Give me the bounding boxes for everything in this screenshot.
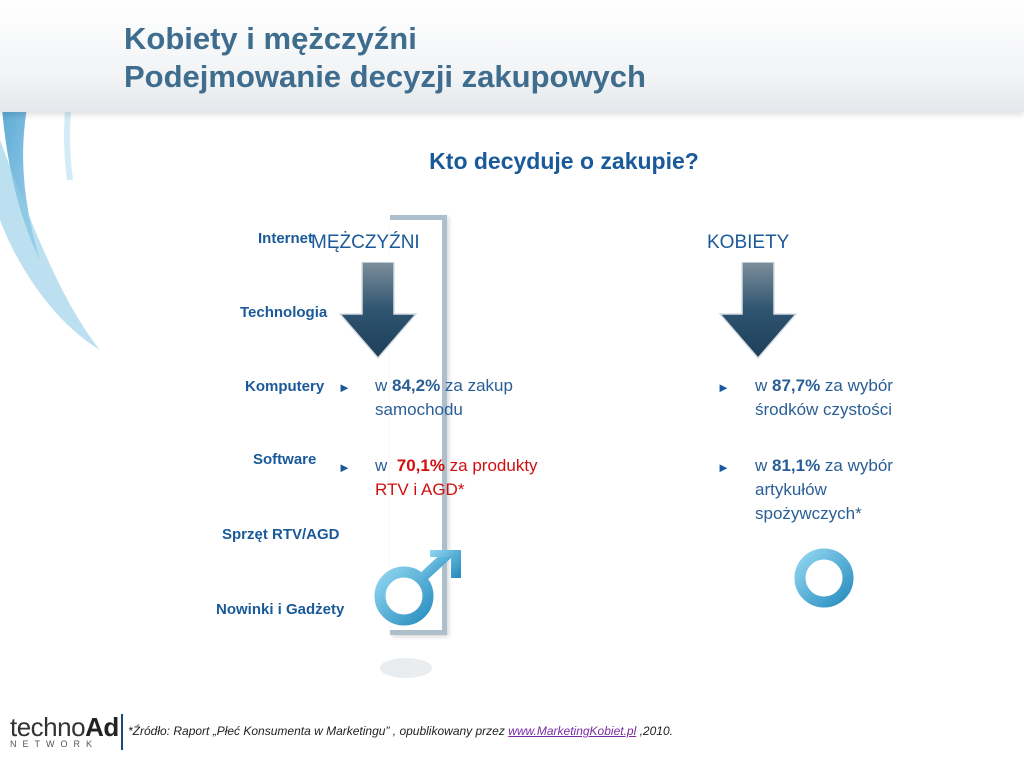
stat-text: za wybór środków czystości bbox=[755, 376, 893, 419]
label-technologia: Technologia bbox=[240, 304, 328, 321]
women-heading: KOBIETY bbox=[707, 232, 790, 253]
stat-text: za wybór artykułów spożywczych* bbox=[755, 456, 893, 523]
source-note: *Źródło: Raport „Płeć Konsumenta w Marke… bbox=[128, 724, 673, 738]
bullet-marker: ► bbox=[338, 460, 351, 475]
bullet-marker: ► bbox=[338, 380, 351, 395]
stat-prefix: w bbox=[375, 456, 397, 475]
label-software: Software bbox=[253, 451, 317, 468]
source-suffix: ,2010. bbox=[636, 724, 673, 738]
men-stat-car: w 84,2% za zakup samochodu bbox=[375, 374, 545, 422]
question-heading: Kto decyduje o zakupie? bbox=[429, 148, 699, 174]
source-text: *Źródło: Raport „Płeć Konsumenta w Marke… bbox=[128, 724, 509, 738]
women-stat-food: w 81,1% za wybór artykułów spożywczych* bbox=[755, 454, 925, 526]
male-symbol-icon bbox=[374, 550, 461, 678]
logo-bold: Ad bbox=[85, 712, 119, 742]
label-nowinki: Nowinki i Gadżety bbox=[216, 601, 345, 618]
technoad-logo: technoAd NETWORK bbox=[10, 712, 119, 749]
logo-main: techno bbox=[10, 712, 86, 742]
stat-text: za produkty RTV i AGD* bbox=[375, 456, 538, 499]
women-stat-cleaning: w 87,7% za wybór środków czystości bbox=[755, 374, 925, 422]
men-heading: MĘŻCZYŹNI bbox=[311, 232, 420, 253]
stat-prefix: w bbox=[755, 456, 772, 475]
female-symbol-icon bbox=[794, 548, 854, 634]
header-bar bbox=[0, 0, 1024, 112]
source-link[interactable]: www.MarketingKobiet.pl bbox=[508, 724, 637, 738]
bullet-marker: ► bbox=[717, 380, 730, 395]
label-internet: Internet bbox=[258, 230, 314, 247]
title-line-1: Kobiety i mężczyźni bbox=[124, 21, 417, 56]
background-swoosh bbox=[0, 0, 100, 350]
label-komputery: Komputery bbox=[245, 378, 325, 395]
title-line-2: Podejmowanie decyzji zakupowych bbox=[124, 59, 646, 94]
bracket-line bbox=[390, 215, 447, 635]
stat-text: za zakup samochodu bbox=[375, 376, 513, 419]
logo-sub: NETWORK bbox=[10, 739, 98, 749]
label-sprzet-rtv-agd: Sprzęt RTV/AGD bbox=[222, 526, 340, 543]
men-stat-rtv: w 70,1% za produkty RTV i AGD* bbox=[375, 454, 545, 502]
slide-title: Kobiety i mężczyźni Podejmowanie decyzji… bbox=[124, 20, 646, 96]
stat-prefix: w bbox=[375, 376, 392, 395]
men-down-arrow-icon bbox=[338, 262, 418, 360]
footer-divider bbox=[121, 714, 123, 750]
stat-value: 70,1% bbox=[396, 456, 445, 475]
stat-value: 84,2% bbox=[392, 376, 441, 395]
bullet-marker: ► bbox=[717, 460, 730, 475]
stat-value: 81,1% bbox=[772, 456, 821, 475]
stat-value: 87,7% bbox=[772, 376, 821, 395]
stat-prefix: w bbox=[755, 376, 772, 395]
women-down-arrow-icon bbox=[718, 262, 798, 360]
